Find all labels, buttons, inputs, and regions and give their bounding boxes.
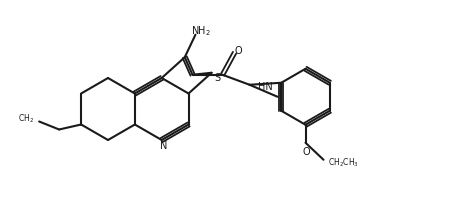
Text: CH$_2$CH$_3$: CH$_2$CH$_3$ [327,156,358,169]
Text: NH$_2$: NH$_2$ [190,24,211,38]
Text: O: O [235,46,242,56]
Text: N: N [160,141,167,151]
Text: CH$_2$: CH$_2$ [18,112,34,125]
Text: S: S [215,73,220,83]
Text: HN: HN [258,82,272,92]
Text: O: O [303,147,310,157]
